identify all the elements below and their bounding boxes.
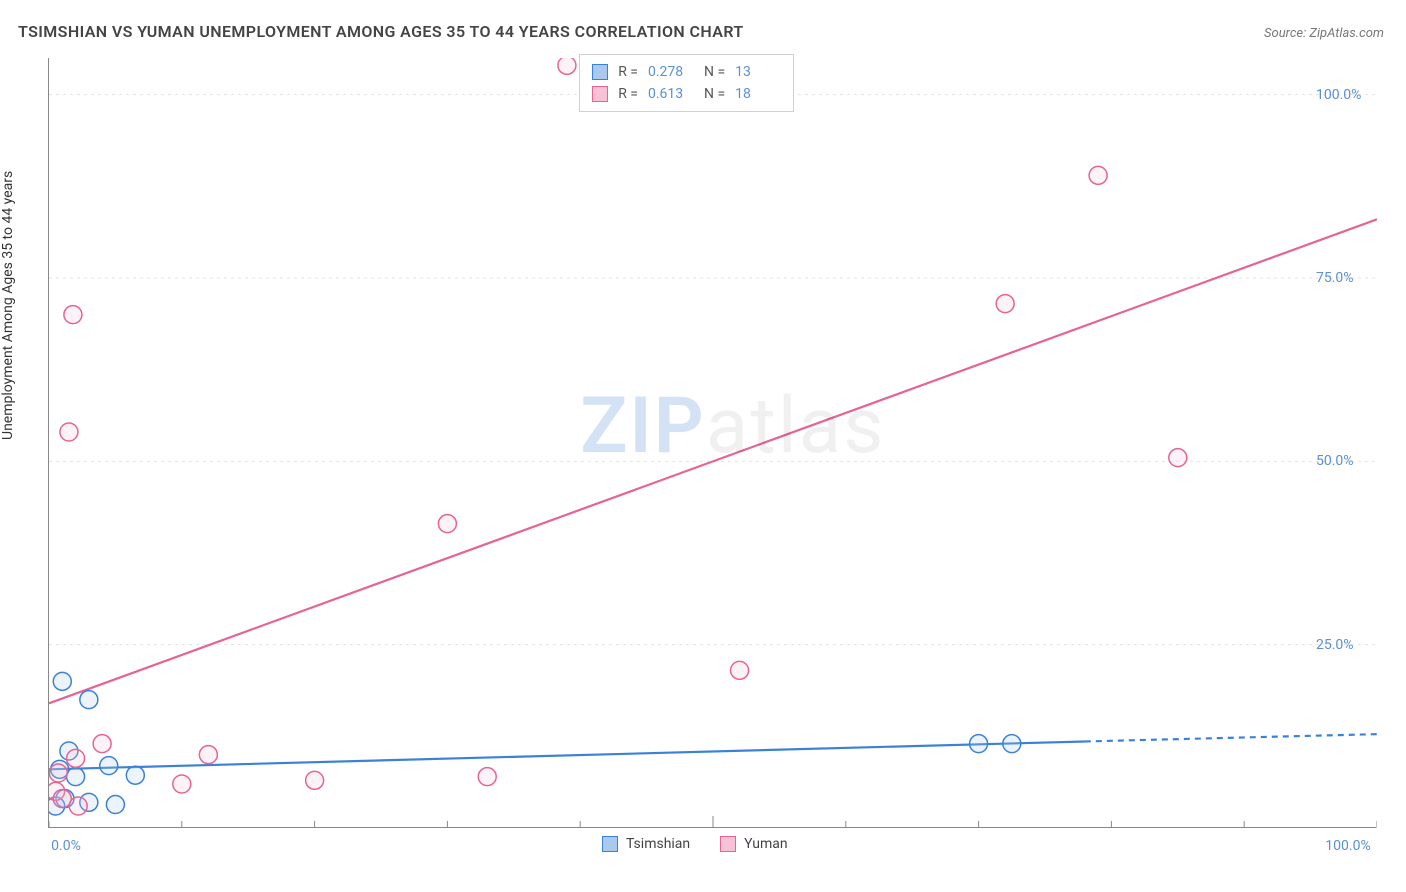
n-label: N = [704,86,725,102]
x-tick-label: 0.0% [51,838,81,854]
legend-item: Yuman [720,836,787,852]
y-tick-label: 50.0% [1316,453,1354,469]
source-attribution: Source: ZipAtlas.com [1264,26,1384,41]
chart-title: TSIMSHIAN VS YUMAN UNEMPLOYMENT AMONG AG… [18,22,744,41]
correlation-legend: R = 0.278 N = 13 R = 0.613 N = 18 [579,54,794,112]
x-tick-label: 100.0% [1325,838,1370,854]
r-value: 0.613 [648,86,694,102]
legend-swatch [602,836,618,852]
n-label: N = [704,64,725,80]
scatter-plot-svg [49,58,1377,828]
legend-label: Tsimshian [626,836,690,852]
series-legend: Tsimshian Yuman [602,836,788,852]
legend-row: R = 0.613 N = 18 [592,83,781,105]
legend-swatch [592,86,608,102]
r-label: R = [618,64,638,80]
n-value: 13 [735,64,781,80]
legend-row: R = 0.278 N = 13 [592,61,781,83]
r-label: R = [618,86,638,102]
legend-swatch [592,64,608,80]
legend-label: Yuman [744,836,787,852]
legend-item: Tsimshian [602,836,690,852]
y-tick-label: 25.0% [1316,637,1354,653]
plot-area: ZIPatlas [48,58,1376,828]
y-tick-label: 75.0% [1316,270,1354,286]
y-tick-label: 100.0% [1316,87,1361,103]
r-value: 0.278 [648,64,694,80]
legend-swatch [720,836,736,852]
n-value: 18 [735,86,781,102]
y-axis-label: Unemployment Among Ages 35 to 44 years [0,171,16,440]
